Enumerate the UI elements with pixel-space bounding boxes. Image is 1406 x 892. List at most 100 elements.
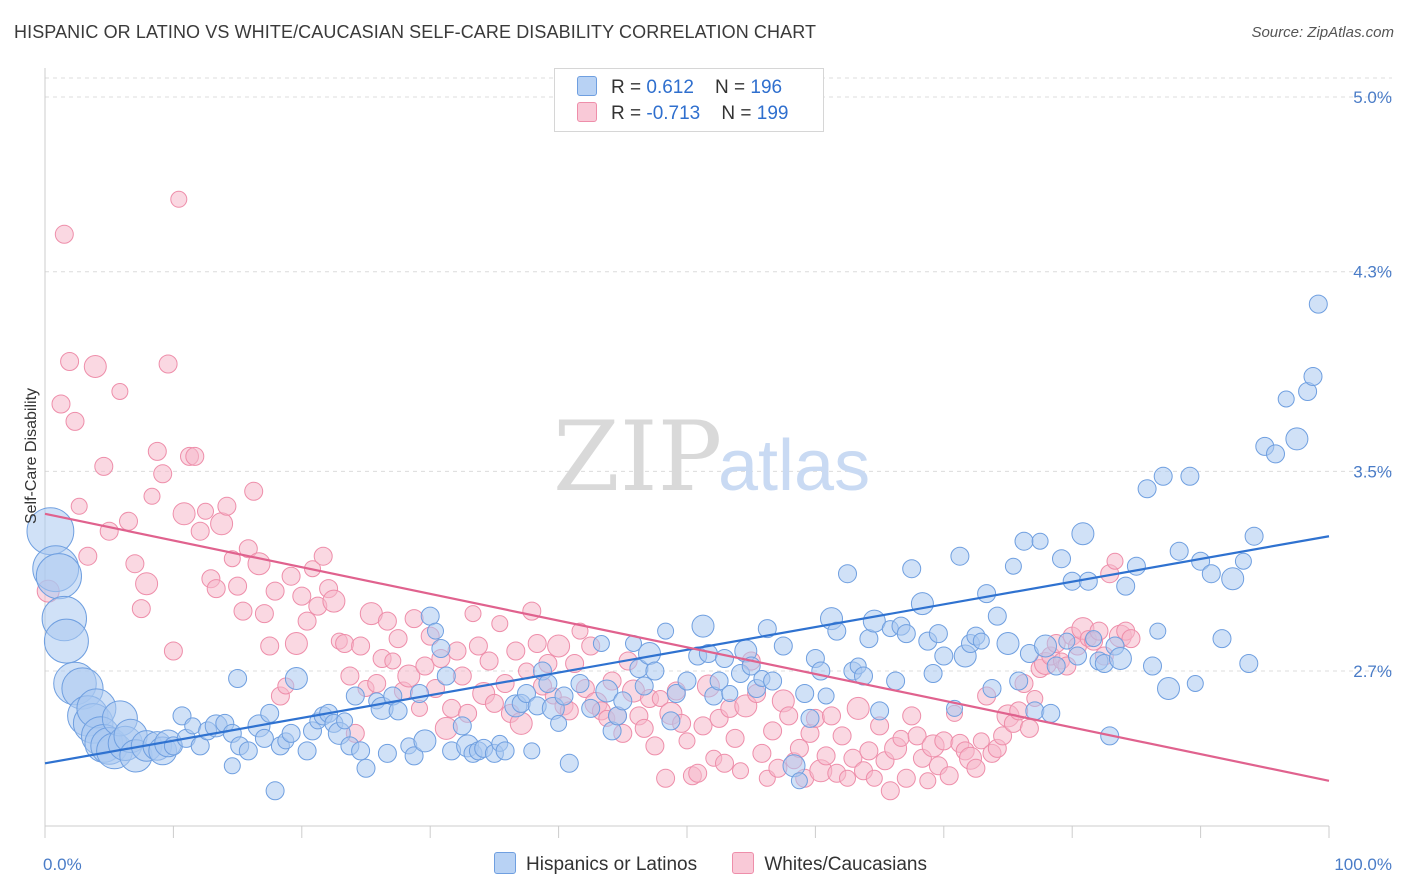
scatter-point [131, 599, 151, 619]
scatter-point [377, 611, 397, 631]
scatter-point [538, 674, 558, 693]
scatter-point [1014, 531, 1034, 551]
scatter-point [228, 576, 248, 596]
x-tick-label: 100.0% [1334, 855, 1392, 874]
scatter-point [1031, 532, 1049, 550]
scatter-point [732, 762, 749, 780]
scatter-point [153, 464, 173, 484]
scatter-point [1239, 654, 1259, 673]
scatter-point [442, 698, 462, 718]
scatter-point [356, 758, 376, 778]
watermark-atlas: atlas [718, 426, 870, 506]
scatter-point [260, 703, 280, 723]
scatter-point [715, 753, 734, 773]
scatter-point [223, 757, 241, 775]
scatter-point [966, 758, 986, 778]
scatter-point [773, 636, 793, 656]
scatter-point [757, 619, 777, 639]
scatter-point [233, 601, 253, 621]
scatter-point [1078, 571, 1098, 591]
scatter-point [60, 352, 80, 371]
scatter-point [709, 671, 729, 691]
scatter-point [143, 487, 161, 505]
scatter-point [950, 546, 970, 566]
scatter-point [839, 769, 856, 787]
scatter-point [715, 649, 734, 668]
series-hispanics-or-latinos [26, 294, 1328, 801]
scatter-point [1157, 677, 1180, 700]
scatter-point [1085, 630, 1103, 648]
scatter-point [638, 642, 661, 665]
scatter-point [865, 769, 883, 787]
scatter-point [919, 772, 937, 790]
trend-line-whites [44, 512, 1330, 782]
scatter-point [678, 732, 696, 750]
scatter-point [1116, 576, 1136, 596]
scatter-point [464, 605, 482, 623]
axes [44, 68, 1330, 838]
scatter-point [1285, 427, 1309, 451]
scatter-point [238, 539, 258, 559]
scatter-point [297, 741, 317, 761]
scatter-point [377, 743, 397, 763]
grid-lines [45, 77, 1392, 672]
scatter-point [147, 441, 167, 461]
scatter-point [656, 768, 676, 788]
scatter-point [43, 618, 89, 664]
scatter-point [1201, 564, 1221, 584]
scatter-point [977, 584, 997, 604]
scatter-point [1009, 671, 1029, 691]
scatter-point [94, 456, 114, 476]
scatter-point [83, 355, 107, 378]
scatter-point [78, 546, 98, 566]
scatter-point [896, 624, 916, 644]
scatter-point [313, 546, 333, 566]
scatter-point [495, 741, 515, 761]
scatter-point [384, 652, 402, 670]
axis-labels: Self-Care Disability 2.7% 3.5% 4.3% 5.0% 0.0… [23, 88, 1392, 874]
scatter-point [404, 746, 424, 766]
scatter-point [838, 564, 857, 584]
scatter-point [547, 634, 571, 658]
scatter-point [910, 592, 934, 616]
scatter-point [265, 781, 285, 801]
scatter-point [645, 736, 665, 756]
scatter-point [223, 550, 241, 568]
scatter-point [666, 684, 686, 703]
scatter-point [1143, 656, 1162, 676]
scatter-point [388, 701, 408, 721]
scatter-point [779, 706, 799, 726]
scatter-point [254, 728, 274, 748]
scatter-point [388, 629, 408, 649]
scatter-point [846, 696, 870, 720]
scatter-point [431, 639, 451, 658]
scatter-point [284, 632, 308, 655]
legend-r-value: 0.612 [646, 77, 694, 98]
scatter-point [972, 632, 990, 650]
scatter-point [447, 641, 467, 661]
scatter-point [479, 651, 499, 671]
scatter-point [404, 609, 424, 629]
scatter-point [170, 190, 188, 208]
chart-title: HISPANIC OR LATINO VS WHITE/CAUCASIAN SE… [14, 22, 817, 42]
scatter-point [880, 781, 900, 801]
scatter-point [934, 646, 954, 666]
scatter-point [613, 691, 633, 711]
scatter-point [1180, 466, 1200, 486]
scatter-point [517, 684, 536, 703]
y-tick-label: 4.3% [1353, 263, 1392, 282]
scatter-point [691, 614, 715, 638]
trend-line-hispanics [44, 535, 1330, 765]
watermark-zip: ZIP [553, 401, 722, 513]
scatter-point [1106, 552, 1124, 570]
scatter-point [559, 753, 579, 773]
scatter-point [661, 711, 681, 731]
bottom-legend: Hispanics or Latinos Whites/Caucasians [494, 852, 957, 876]
scatter-point [484, 693, 504, 713]
scatter-point [135, 572, 159, 596]
scatter-point [228, 669, 248, 688]
scatter-point [993, 726, 1013, 746]
scatter-point [725, 728, 745, 748]
scatter-point [843, 748, 863, 768]
scatter-point [554, 686, 574, 706]
